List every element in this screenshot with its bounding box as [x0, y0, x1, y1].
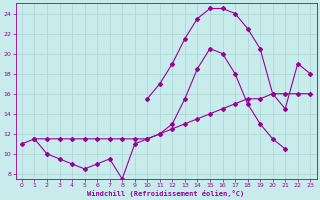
X-axis label: Windchill (Refroidissement éolien,°C): Windchill (Refroidissement éolien,°C): [87, 190, 245, 197]
